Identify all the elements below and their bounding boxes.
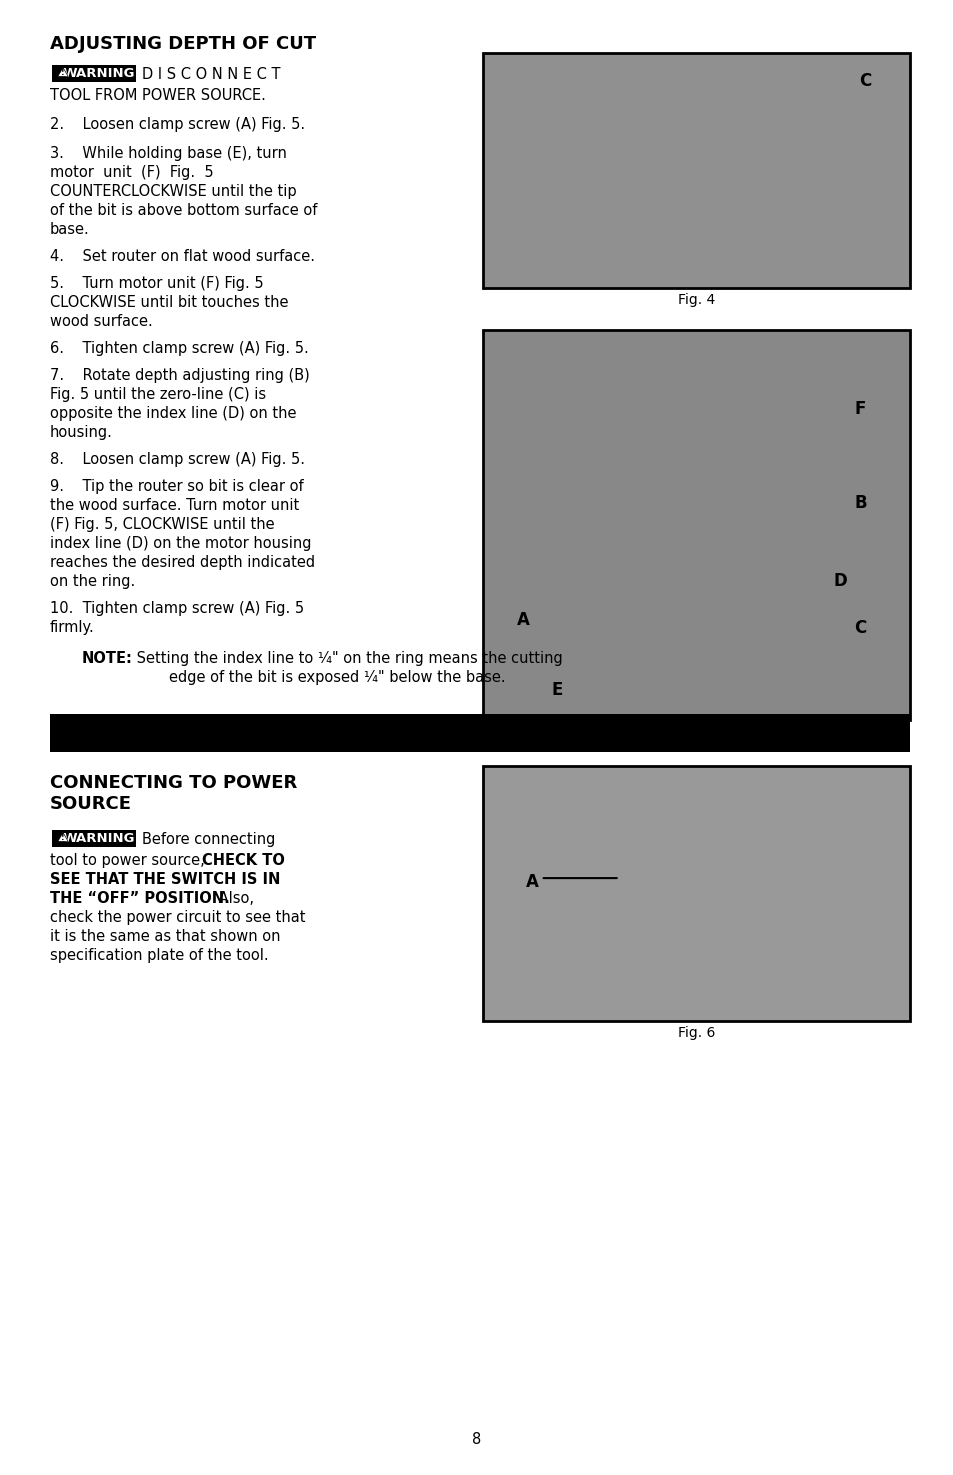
- Text: 5.    Turn motor unit (F) Fig. 5: 5. Turn motor unit (F) Fig. 5: [50, 276, 263, 291]
- Text: motor  unit  (F)  Fig.  5: motor unit (F) Fig. 5: [50, 165, 213, 180]
- Text: C: C: [858, 72, 870, 90]
- Text: D I S C O N N E C T: D I S C O N N E C T: [142, 66, 280, 83]
- Text: NOTE:: NOTE:: [82, 650, 132, 667]
- Text: ADJUSTING DEPTH OF CUT: ADJUSTING DEPTH OF CUT: [50, 35, 315, 53]
- Bar: [482, 53, 909, 288]
- Bar: [482, 330, 909, 720]
- Text: 6.    Tighten clamp screw (A) Fig. 5.: 6. Tighten clamp screw (A) Fig. 5.: [50, 341, 309, 355]
- Text: SEE THAT THE SWITCH IS IN: SEE THAT THE SWITCH IS IN: [50, 872, 280, 886]
- Text: tool to power source,: tool to power source,: [50, 853, 209, 867]
- Text: opposite the index line (D) on the: opposite the index line (D) on the: [50, 406, 296, 420]
- Text: CONNECTING TO POWER: CONNECTING TO POWER: [50, 774, 297, 792]
- Text: it is the same as that shown on: it is the same as that shown on: [50, 929, 280, 944]
- Polygon shape: [58, 68, 69, 77]
- Text: edge of the bit is exposed ¹⁄₄" below the base.: edge of the bit is exposed ¹⁄₄" below th…: [132, 670, 505, 684]
- Text: 10.  Tighten clamp screw (A) Fig. 5: 10. Tighten clamp screw (A) Fig. 5: [50, 600, 304, 617]
- Text: Fig. 6: Fig. 6: [677, 1027, 715, 1040]
- Text: WARNING: WARNING: [63, 66, 135, 80]
- Text: 9.    Tip the router so bit is clear of: 9. Tip the router so bit is clear of: [50, 479, 303, 494]
- Text: (F) Fig. 5, CLOCKWISE until the: (F) Fig. 5, CLOCKWISE until the: [50, 518, 274, 532]
- Text: D: D: [832, 572, 846, 590]
- Text: B: B: [854, 494, 866, 512]
- Text: CHECK TO: CHECK TO: [202, 853, 285, 867]
- Text: wood surface.: wood surface.: [50, 314, 152, 329]
- Text: 7.    Rotate depth adjusting ring (B): 7. Rotate depth adjusting ring (B): [50, 367, 310, 384]
- Text: OPERATION: OPERATION: [413, 723, 547, 743]
- Text: Setting the index line to ¹⁄₄" on the ring means the cutting: Setting the index line to ¹⁄₄" on the ri…: [132, 650, 562, 667]
- Text: E: E: [551, 681, 562, 699]
- Text: firmly.: firmly.: [50, 620, 94, 636]
- Polygon shape: [58, 832, 69, 842]
- Text: 2.    Loosen clamp screw (A) Fig. 5.: 2. Loosen clamp screw (A) Fig. 5.: [50, 117, 305, 131]
- Bar: [52, 65, 136, 83]
- Text: the wood surface. Turn motor unit: the wood surface. Turn motor unit: [50, 499, 299, 513]
- Text: COUNTERCLOCKWISE until the tip: COUNTERCLOCKWISE until the tip: [50, 184, 296, 199]
- Text: Fig. 4: Fig. 4: [678, 294, 715, 307]
- Text: check the power circuit to see that: check the power circuit to see that: [50, 910, 305, 925]
- Text: 4.    Set router on flat wood surface.: 4. Set router on flat wood surface.: [50, 249, 314, 264]
- Text: Fig. 5 until the zero-line (C) is: Fig. 5 until the zero-line (C) is: [50, 386, 266, 403]
- Text: THE “OFF” POSITION.: THE “OFF” POSITION.: [50, 891, 230, 906]
- Text: Before connecting: Before connecting: [142, 832, 275, 847]
- Text: base.: base.: [50, 223, 90, 237]
- Text: reaches the desired depth indicated: reaches the desired depth indicated: [50, 555, 314, 569]
- Bar: [50, 714, 909, 752]
- Text: 8: 8: [472, 1432, 481, 1447]
- Text: !: !: [61, 833, 65, 842]
- Text: A: A: [525, 873, 538, 891]
- Text: !: !: [61, 68, 65, 77]
- Text: 3.    While holding base (E), turn: 3. While holding base (E), turn: [50, 146, 287, 161]
- Text: specification plate of the tool.: specification plate of the tool.: [50, 948, 269, 963]
- Text: WARNING: WARNING: [63, 832, 135, 845]
- Text: A: A: [517, 611, 530, 628]
- Text: on the ring.: on the ring.: [50, 574, 135, 589]
- Text: Fig. 5: Fig. 5: [678, 726, 715, 739]
- Text: SOURCE: SOURCE: [50, 795, 132, 813]
- Text: 8.    Loosen clamp screw (A) Fig. 5.: 8. Loosen clamp screw (A) Fig. 5.: [50, 451, 305, 468]
- Text: of the bit is above bottom surface of: of the bit is above bottom surface of: [50, 204, 317, 218]
- Bar: [52, 830, 136, 847]
- Text: housing.: housing.: [50, 425, 112, 440]
- Text: F: F: [854, 400, 865, 419]
- Text: Also,: Also,: [213, 891, 253, 906]
- Text: TOOL FROM POWER SOURCE.: TOOL FROM POWER SOURCE.: [50, 88, 266, 103]
- Text: CLOCKWISE until bit touches the: CLOCKWISE until bit touches the: [50, 295, 288, 310]
- Bar: [482, 766, 909, 1021]
- Text: C: C: [854, 618, 866, 637]
- Text: index line (D) on the motor housing: index line (D) on the motor housing: [50, 535, 312, 552]
